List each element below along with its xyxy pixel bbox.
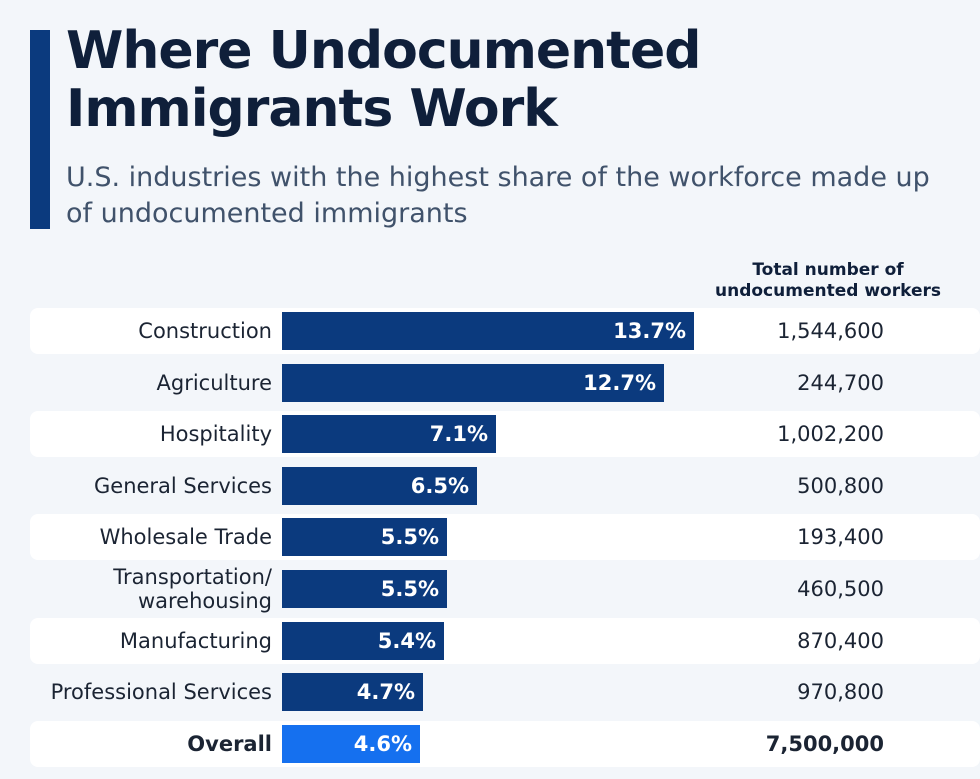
category-label: Overall [187, 732, 272, 756]
row-background [30, 721, 980, 767]
bar [282, 673, 423, 711]
bar [282, 622, 444, 660]
bar [282, 725, 420, 763]
title-accent-bar [30, 30, 50, 229]
bar-value-label: 13.7% [613, 319, 686, 343]
category-label: Hospitality [159, 422, 272, 446]
total-workers-value: 1,544,600 [777, 319, 884, 343]
bar [282, 312, 694, 350]
bar-value-label: 5.5% [380, 525, 439, 549]
total-workers-value: 7,500,000 [765, 732, 884, 756]
total-workers-value: 193,400 [797, 525, 884, 549]
total-workers-value: 970,800 [797, 680, 884, 704]
bar-value-label: 12.7% [583, 371, 656, 395]
total-workers-value: 870,400 [797, 629, 884, 653]
bar-value-label: 5.4% [377, 629, 436, 653]
total-workers-column-header: Total number of undocumented workers [715, 260, 941, 301]
bar [282, 570, 447, 608]
bar-value-label: 5.5% [380, 577, 439, 601]
chart-title: Where Undocumented Immigrants Work [66, 21, 702, 139]
row-background [30, 514, 980, 560]
category-label: Professional Services [50, 680, 272, 704]
category-label: Wholesale Trade [99, 525, 272, 549]
total-workers-value: 1,002,200 [777, 422, 884, 446]
bar-value-label: 4.6% [353, 732, 412, 756]
category-label: Transportation/ warehousing [113, 565, 272, 613]
row-background [30, 411, 980, 457]
bar [282, 364, 664, 402]
category-label: Agriculture [156, 371, 273, 395]
bar [282, 518, 447, 556]
bar [282, 467, 477, 505]
bar-value-label: 4.7% [356, 680, 415, 704]
total-workers-value: 244,700 [797, 371, 884, 395]
total-workers-value: 500,800 [797, 474, 884, 498]
row-background [30, 618, 980, 664]
category-label: Manufacturing [119, 629, 272, 653]
total-workers-value: 460,500 [797, 577, 884, 601]
category-label: Construction [138, 319, 272, 343]
bar-value-label: 7.1% [429, 422, 488, 446]
chart-subtitle: U.S. industries with the highest share o… [66, 162, 930, 229]
bar-value-label: 6.5% [410, 474, 469, 498]
bar [282, 415, 496, 453]
category-label: General Services [94, 474, 272, 498]
